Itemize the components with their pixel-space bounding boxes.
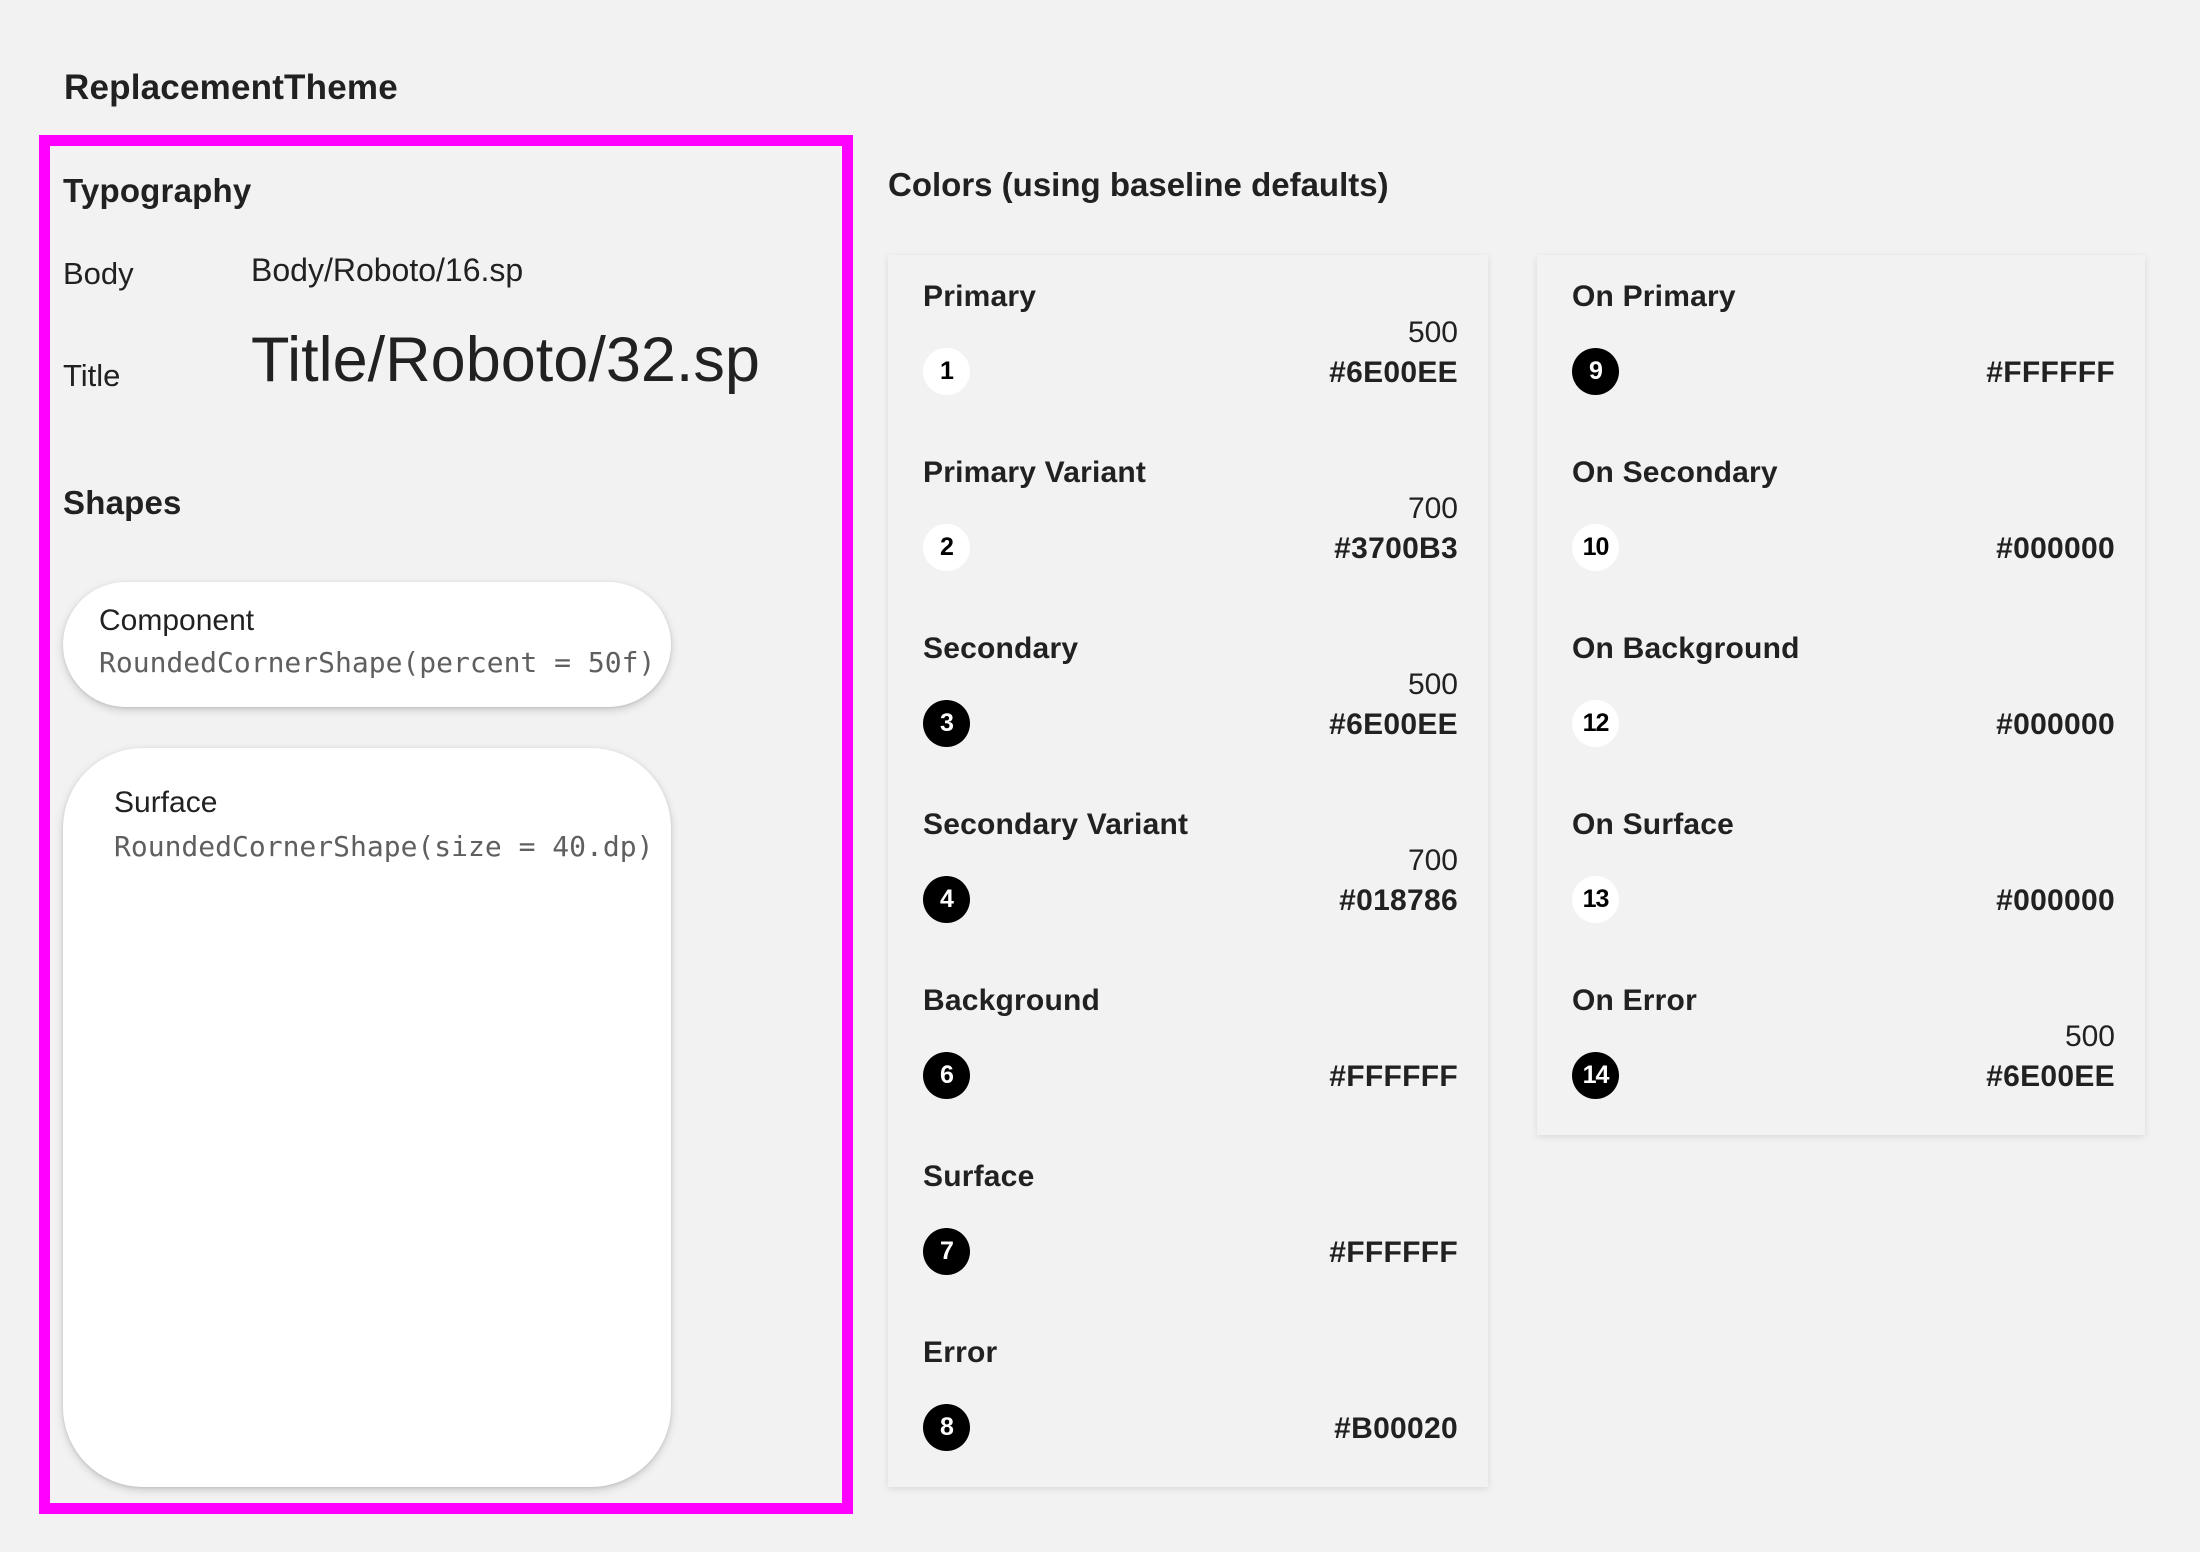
swatch-name: On Primary xyxy=(1572,280,1736,313)
page-title: ReplacementTheme xyxy=(64,68,398,107)
swatch-weight: 700 xyxy=(1407,844,1458,877)
swatch-number-badge: 12 xyxy=(1572,700,1619,747)
swatch-weight: 500 xyxy=(1407,668,1458,701)
swatch-hex-value: #6E00EE xyxy=(1986,1060,2115,1093)
swatch-name: Secondary xyxy=(923,632,1079,665)
swatch-weight: 500 xyxy=(1407,316,1458,349)
swatch-name: Primary xyxy=(923,280,1037,313)
swatch-number-badge: 14 xyxy=(1572,1052,1619,1099)
color-swatch: On Error 500 14 #6E00EE xyxy=(1537,959,2145,1135)
color-swatch: Primary Variant 700 2 #3700B3 xyxy=(888,431,1488,607)
swatch-name: On Error xyxy=(1572,984,1697,1017)
swatch-weight: 700 xyxy=(1407,492,1458,525)
swatch-name: Primary Variant xyxy=(923,456,1147,489)
swatch-number-badge: 6 xyxy=(923,1052,970,1099)
swatch-number-badge: 3 xyxy=(923,700,970,747)
surface-shape-code: RoundedCornerShape(size = 40.dp) xyxy=(114,830,654,863)
color-swatch-column-1: Primary 500 1 #6E00EE Primary Variant 70… xyxy=(888,255,1488,1487)
swatch-hex-value: #B00020 xyxy=(1334,1412,1458,1445)
swatch-hex-value: #FFFFFF xyxy=(1329,1060,1458,1093)
swatch-number-badge: 1 xyxy=(923,348,970,395)
swatch-hex-value: #6E00EE xyxy=(1329,356,1458,389)
typography-body-label: Body xyxy=(63,256,134,291)
typography-heading: Typography xyxy=(63,172,252,209)
color-swatch: On Background 12 #000000 xyxy=(1537,607,2145,783)
swatch-name: Surface xyxy=(923,1160,1035,1193)
swatch-name: On Surface xyxy=(1572,808,1735,841)
swatch-hex-value: #6E00EE xyxy=(1329,708,1458,741)
color-swatch: Secondary Variant 700 4 #018786 xyxy=(888,783,1488,959)
color-swatch: Background 6 #FFFFFF xyxy=(888,959,1488,1135)
color-swatch: On Primary 9 #FFFFFF xyxy=(1537,255,2145,431)
surface-shape-card: Surface RoundedCornerShape(size = 40.dp) xyxy=(63,748,671,1487)
swatch-number-badge: 13 xyxy=(1572,876,1619,923)
swatch-name: On Background xyxy=(1572,632,1800,665)
swatch-name: On Secondary xyxy=(1572,456,1778,489)
component-shape-card: Component RoundedCornerShape(percent = 5… xyxy=(63,582,671,707)
swatch-hex-value: #3700B3 xyxy=(1334,532,1458,565)
swatch-number-badge: 9 xyxy=(1572,348,1619,395)
color-swatch: On Surface 13 #000000 xyxy=(1537,783,2145,959)
swatch-hex-value: #FFFFFF xyxy=(1329,1236,1458,1269)
swatch-number-badge: 4 xyxy=(923,876,970,923)
color-swatch: On Secondary 10 #000000 xyxy=(1537,431,2145,607)
color-swatch-column-2: On Primary 9 #FFFFFF On Secondary 10 #00… xyxy=(1537,255,2145,1135)
colors-heading: Colors (using baseline defaults) xyxy=(888,166,1389,203)
swatch-name: Background xyxy=(923,984,1101,1017)
typography-title-label: Title xyxy=(63,358,121,393)
color-swatch: Error 8 #B00020 xyxy=(888,1311,1488,1487)
shapes-heading: Shapes xyxy=(63,484,182,521)
typography-body-value: Body/Roboto/16.sp xyxy=(251,252,524,288)
surface-shape-name: Surface xyxy=(114,786,218,819)
swatch-hex-value: #000000 xyxy=(1996,708,2115,741)
typography-title-value: Title/Roboto/32.sp xyxy=(251,325,760,395)
swatch-number-badge: 10 xyxy=(1572,524,1619,571)
component-shape-name: Component xyxy=(99,604,255,637)
swatch-number-badge: 7 xyxy=(923,1228,970,1275)
color-swatch: Surface 7 #FFFFFF xyxy=(888,1135,1488,1311)
swatch-hex-value: #FFFFFF xyxy=(1986,356,2115,389)
swatch-name: Secondary Variant xyxy=(923,808,1189,841)
component-shape-code: RoundedCornerShape(percent = 50f) xyxy=(99,646,656,679)
swatch-number-badge: 8 xyxy=(923,1404,970,1451)
swatch-name: Error xyxy=(923,1336,998,1369)
theme-debug-outline: Typography Body Body/Roboto/16.sp Title … xyxy=(39,135,853,1514)
color-swatch: Secondary 500 3 #6E00EE xyxy=(888,607,1488,783)
swatch-hex-value: #000000 xyxy=(1996,884,2115,917)
swatch-weight: 500 xyxy=(2064,1020,2115,1053)
swatch-hex-value: #000000 xyxy=(1996,532,2115,565)
swatch-number-badge: 2 xyxy=(923,524,970,571)
color-swatch: Primary 500 1 #6E00EE xyxy=(888,255,1488,431)
swatch-hex-value: #018786 xyxy=(1339,884,1458,917)
